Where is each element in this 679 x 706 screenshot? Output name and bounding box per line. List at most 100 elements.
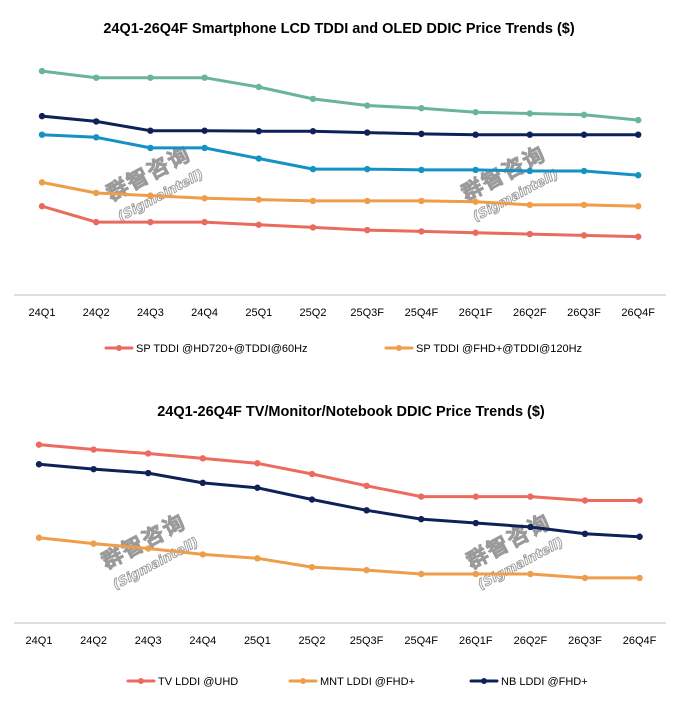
legend-marker [116,345,122,351]
chart1-data-point [472,229,479,236]
chart1-data-point [201,218,208,226]
chart1-data-point [364,165,371,173]
chart2-data-point [472,493,479,500]
chart2-data-point [35,461,43,468]
chart1-series-line [40,133,640,177]
chart2-data-point [581,574,589,582]
chart2-data-point [199,479,206,487]
chart1-data-point [93,74,100,81]
chart1-data-point [255,83,262,91]
chart1-data-point [526,167,533,175]
chart1-data-point [93,189,100,197]
chart2-data-point [90,540,97,547]
chart2-data-point [472,570,479,578]
chart1-series-line [40,180,640,208]
chart1-data-point [38,203,46,210]
legend-label: SP TDDI @HD720+@TDDI@60Hz [136,343,308,355]
legend-entry: NB LDDI @FHD+ [469,676,588,688]
chart1-data-point [580,232,588,239]
chart2-data-point [254,460,261,467]
chart2-x-tick-label: 26Q4F [623,635,657,647]
chart2-data-point [636,533,643,540]
chart2-data-point [145,450,152,457]
chart1-data-point [580,167,588,175]
chart2-x-tick-label: 26Q1F [459,635,493,647]
chart1-data-point [418,166,425,174]
chart1-series-line [40,204,640,239]
chart1-data-point [635,203,642,210]
chart2-x-tick-label: 24Q3 [135,635,162,647]
chart2-data-point [636,497,643,504]
chart2-data-point [254,555,261,562]
chart1-data-point [93,218,100,226]
chart2-data-point [308,496,316,503]
legend-entry: SP TDDI @HD720+@TDDI@60Hz [104,343,308,355]
chart1-x-tick-label: 24Q3 [137,307,164,319]
chart1-series-line [40,114,640,137]
chart1-data-point [93,118,100,125]
chart2-series-line [37,536,642,580]
legend-marker [300,678,306,684]
chart2-x-tick-label: 25Q3F [350,635,384,647]
chart2-data-point [145,469,152,477]
chart2-x-tick-label: 26Q2F [514,635,548,647]
chart1-data-point [526,201,533,209]
chart1-x-tick-label: 24Q1 [29,307,56,319]
legend-entry: MNT LDDI @FHD+ [288,676,415,688]
chart1-data-point [309,95,317,103]
chart2-data-point [418,493,425,500]
chart2-data-point [472,519,479,527]
chart1-data-point [580,131,588,138]
chart1-data-point [364,102,371,109]
chart2-data-point [418,570,425,578]
chart1-data-point [418,130,425,138]
chart1-x-tick-label: 26Q2F [513,307,547,319]
chart1-data-point [147,192,154,199]
chart1-data-point [201,144,208,152]
chart2-data-point [90,446,97,453]
chart2-x-tick-label: 24Q4 [189,635,216,647]
chart2-data-point [254,484,261,491]
chart1-data-point [635,116,642,124]
chart2-data-point [35,441,43,448]
chart1-data-point [635,233,642,240]
chart1-data-point [364,226,371,234]
chart2-data-point [418,515,425,523]
legend-marker [481,678,487,684]
chart1-x-tick-label: 25Q2 [300,307,327,319]
chart1-data-point [472,198,479,205]
chart1-data-point [38,112,46,120]
chart1-data-point [309,128,317,135]
chart2-data-point [527,570,534,578]
chart1-data-point [580,111,588,119]
chart1-data-point [364,197,371,205]
legend-label: MNT LDDI @FHD+ [320,676,415,688]
chart1-data-point [309,197,317,205]
chart1-data-point [635,172,642,179]
chart1-x-tick-label: 26Q3F [567,307,601,319]
chart1-data-point [472,166,479,174]
chart1-data-point [201,74,208,81]
chart2-x-tick-label: 25Q4F [404,635,438,647]
chart1-x-tick-label: 25Q3F [350,307,384,319]
chart2-data-point [363,482,370,489]
chart1-data-point [472,131,479,138]
chart1-x-tick-label: 26Q4F [621,307,655,319]
chart1-data-point [580,201,588,209]
chart1-x-tick-label: 24Q4 [191,307,218,319]
chart2-data-point [90,465,97,473]
legend-entry: TV LDDI @UHD [126,676,238,688]
chart2-x-tick-label: 26Q3F [568,635,602,647]
chart2-data-point [199,455,206,462]
chart2-data-point [308,470,316,478]
chart2-data-point [581,497,589,504]
chart2-title: 24Q1-26Q4F TV/Monitor/Notebook DDIC Pric… [157,404,545,420]
chart1-x-tick-label: 25Q4F [405,307,439,319]
chart1-data-point [147,127,154,134]
chart2-data-point [527,523,534,531]
chart1-data-point [255,221,262,228]
chart1-data-point [38,131,46,138]
chart1-x-tick-label: 25Q1 [245,307,272,319]
chart1-data-point [255,155,262,162]
